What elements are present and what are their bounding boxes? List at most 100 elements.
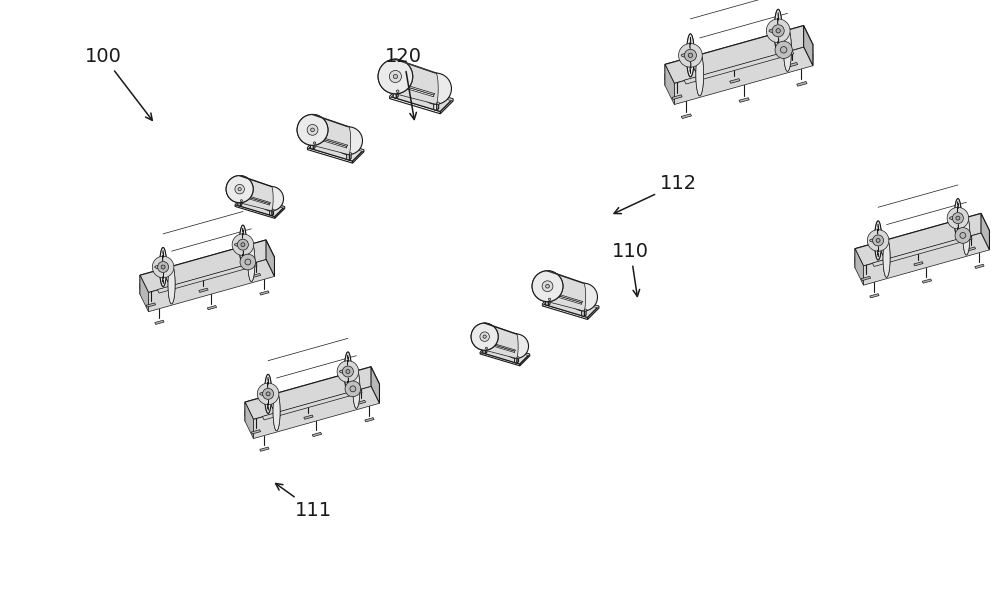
- Circle shape: [876, 238, 880, 242]
- Polygon shape: [266, 240, 274, 277]
- Polygon shape: [515, 336, 519, 338]
- Polygon shape: [251, 430, 261, 434]
- Polygon shape: [954, 199, 970, 235]
- Polygon shape: [344, 369, 360, 408]
- Ellipse shape: [949, 217, 958, 219]
- Polygon shape: [517, 337, 519, 363]
- Polygon shape: [146, 303, 156, 307]
- Circle shape: [437, 102, 439, 104]
- Polygon shape: [248, 242, 255, 281]
- Polygon shape: [954, 216, 970, 255]
- Text: 111: 111: [276, 483, 332, 520]
- Polygon shape: [484, 323, 517, 334]
- Polygon shape: [396, 83, 435, 95]
- Polygon shape: [313, 119, 315, 149]
- Polygon shape: [239, 225, 246, 264]
- Polygon shape: [239, 225, 255, 262]
- Polygon shape: [395, 59, 438, 104]
- Circle shape: [297, 114, 328, 145]
- Polygon shape: [520, 354, 530, 366]
- Polygon shape: [262, 389, 362, 420]
- Circle shape: [517, 357, 519, 359]
- Polygon shape: [548, 293, 582, 304]
- Polygon shape: [251, 274, 261, 278]
- Polygon shape: [855, 222, 981, 263]
- Polygon shape: [665, 25, 804, 86]
- Circle shape: [766, 19, 790, 42]
- Polygon shape: [168, 265, 175, 304]
- Polygon shape: [240, 194, 271, 204]
- Polygon shape: [140, 240, 266, 294]
- Polygon shape: [304, 415, 313, 419]
- Polygon shape: [975, 264, 984, 268]
- Circle shape: [232, 234, 254, 255]
- Polygon shape: [730, 78, 740, 83]
- Polygon shape: [870, 294, 879, 298]
- Polygon shape: [490, 342, 530, 356]
- Polygon shape: [307, 136, 364, 161]
- Polygon shape: [235, 195, 245, 206]
- Circle shape: [480, 332, 489, 342]
- Circle shape: [240, 254, 256, 270]
- Circle shape: [161, 265, 165, 269]
- Polygon shape: [313, 135, 348, 146]
- Circle shape: [257, 383, 279, 405]
- Polygon shape: [235, 195, 285, 217]
- Circle shape: [485, 347, 487, 349]
- Polygon shape: [483, 328, 485, 354]
- Polygon shape: [240, 180, 242, 206]
- Polygon shape: [313, 114, 351, 155]
- Polygon shape: [148, 257, 274, 312]
- Polygon shape: [863, 231, 989, 285]
- Polygon shape: [855, 214, 981, 268]
- Polygon shape: [140, 249, 266, 289]
- Circle shape: [307, 124, 318, 135]
- Polygon shape: [253, 393, 379, 433]
- Polygon shape: [356, 401, 366, 405]
- Circle shape: [345, 381, 361, 396]
- Polygon shape: [804, 25, 813, 65]
- Polygon shape: [199, 288, 208, 293]
- Circle shape: [337, 360, 359, 382]
- Polygon shape: [347, 131, 349, 160]
- Polygon shape: [245, 402, 253, 438]
- Polygon shape: [260, 447, 269, 451]
- Polygon shape: [546, 275, 550, 277]
- Polygon shape: [265, 374, 272, 414]
- Circle shape: [679, 44, 702, 67]
- Circle shape: [867, 230, 889, 251]
- Polygon shape: [954, 199, 961, 238]
- Polygon shape: [207, 306, 217, 310]
- Polygon shape: [155, 320, 164, 324]
- Circle shape: [346, 369, 350, 373]
- Ellipse shape: [155, 266, 163, 268]
- Circle shape: [389, 70, 401, 83]
- Polygon shape: [485, 342, 516, 351]
- Polygon shape: [548, 291, 583, 303]
- Polygon shape: [272, 189, 274, 216]
- Polygon shape: [485, 342, 515, 353]
- Polygon shape: [393, 64, 398, 67]
- Polygon shape: [480, 352, 520, 366]
- Circle shape: [471, 323, 498, 350]
- Polygon shape: [774, 9, 782, 53]
- Polygon shape: [265, 374, 280, 411]
- Polygon shape: [855, 249, 863, 285]
- Polygon shape: [311, 119, 315, 121]
- Polygon shape: [696, 53, 704, 96]
- Polygon shape: [245, 367, 371, 421]
- Circle shape: [240, 199, 242, 202]
- Polygon shape: [307, 148, 353, 163]
- Circle shape: [393, 74, 397, 78]
- Polygon shape: [245, 376, 371, 416]
- Polygon shape: [240, 195, 270, 205]
- Polygon shape: [160, 247, 167, 287]
- Polygon shape: [238, 181, 240, 206]
- Polygon shape: [160, 247, 175, 284]
- Polygon shape: [546, 277, 548, 306]
- Polygon shape: [245, 195, 285, 208]
- Polygon shape: [270, 189, 274, 191]
- Circle shape: [775, 41, 792, 58]
- Circle shape: [952, 212, 963, 224]
- Polygon shape: [396, 64, 398, 99]
